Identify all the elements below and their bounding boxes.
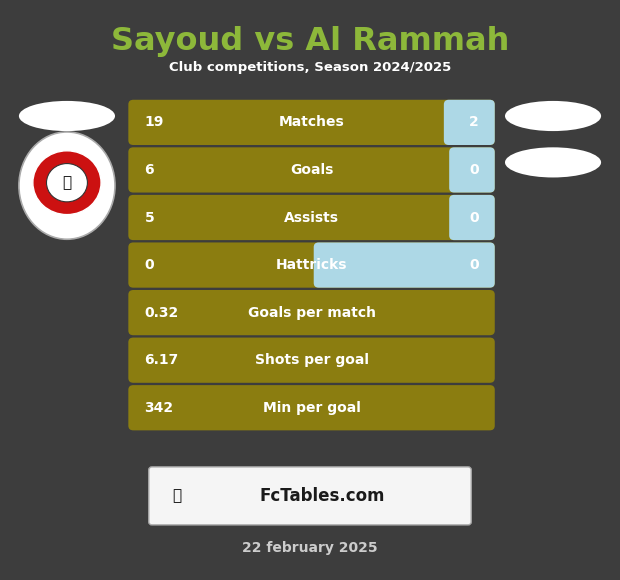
FancyBboxPatch shape — [128, 195, 495, 240]
Text: 0.32: 0.32 — [144, 306, 179, 320]
Ellipse shape — [19, 132, 115, 239]
Text: Assists: Assists — [284, 211, 339, 224]
FancyBboxPatch shape — [449, 195, 495, 240]
FancyBboxPatch shape — [128, 385, 495, 430]
Text: Goals: Goals — [290, 163, 333, 177]
Text: 6: 6 — [144, 163, 154, 177]
FancyBboxPatch shape — [128, 242, 495, 288]
FancyBboxPatch shape — [128, 147, 495, 193]
Text: 6.17: 6.17 — [144, 353, 179, 367]
Text: Shots per goal: Shots per goal — [255, 353, 368, 367]
Text: 342: 342 — [144, 401, 174, 415]
Text: 19: 19 — [144, 115, 164, 129]
FancyBboxPatch shape — [454, 152, 463, 188]
FancyBboxPatch shape — [128, 338, 495, 383]
FancyBboxPatch shape — [449, 104, 459, 140]
Circle shape — [46, 164, 87, 202]
FancyBboxPatch shape — [149, 467, 471, 525]
Ellipse shape — [19, 101, 115, 131]
Text: 📊: 📊 — [172, 488, 181, 503]
Ellipse shape — [505, 101, 601, 131]
Text: 0: 0 — [144, 258, 154, 272]
Text: 5: 5 — [144, 211, 154, 224]
FancyBboxPatch shape — [128, 290, 495, 335]
Text: 2: 2 — [469, 115, 479, 129]
FancyBboxPatch shape — [314, 242, 495, 288]
Text: 22 february 2025: 22 february 2025 — [242, 541, 378, 555]
Text: FcTables.com: FcTables.com — [260, 487, 385, 505]
FancyBboxPatch shape — [128, 100, 495, 145]
Ellipse shape — [505, 147, 601, 177]
Text: Sayoud vs Al Rammah: Sayoud vs Al Rammah — [111, 26, 509, 57]
Text: ⚽: ⚽ — [63, 175, 71, 190]
Text: Goals per match: Goals per match — [247, 306, 376, 320]
FancyBboxPatch shape — [444, 100, 495, 145]
Text: Matches: Matches — [278, 115, 345, 129]
FancyBboxPatch shape — [319, 247, 361, 283]
Text: Min per goal: Min per goal — [263, 401, 360, 415]
Text: Club competitions, Season 2024/2025: Club competitions, Season 2024/2025 — [169, 61, 451, 74]
Text: 0: 0 — [469, 258, 479, 272]
Text: 0: 0 — [469, 211, 479, 224]
Text: Hattricks: Hattricks — [276, 258, 347, 272]
FancyBboxPatch shape — [449, 147, 495, 193]
Text: 0: 0 — [469, 163, 479, 177]
FancyBboxPatch shape — [454, 200, 463, 235]
Circle shape — [33, 151, 101, 215]
